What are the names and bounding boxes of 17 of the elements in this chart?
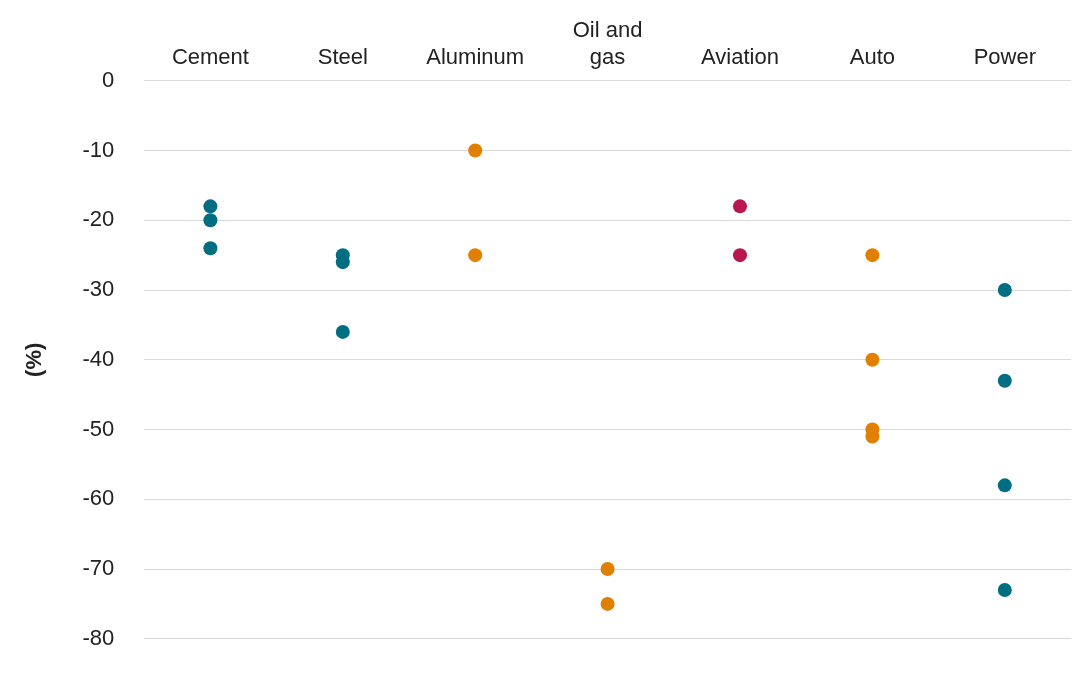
y-tick-label: -80 bbox=[82, 624, 115, 650]
y-tick-label: -30 bbox=[82, 276, 115, 302]
y-tick-label: -60 bbox=[82, 485, 115, 511]
x-tick-label: Oil and gas bbox=[572, 17, 643, 69]
x-tick-label: Auto bbox=[849, 43, 896, 69]
x-tick-label: Aviation bbox=[701, 43, 779, 69]
y-tick-label: -50 bbox=[82, 415, 115, 441]
y-tick-label: -20 bbox=[82, 206, 115, 232]
y-tick-label: -40 bbox=[82, 345, 115, 371]
y-axis-title: (%) bbox=[21, 342, 47, 377]
y-tick-label: -10 bbox=[82, 136, 115, 162]
x-tick-label: Cement bbox=[171, 43, 249, 69]
y-tick-label: -70 bbox=[82, 555, 115, 581]
x-tick-label: Steel bbox=[317, 43, 368, 69]
x-tick-label: Power bbox=[973, 43, 1036, 69]
x-tick-label: Aluminum bbox=[426, 43, 525, 69]
y-tick-label: 0 bbox=[101, 66, 115, 92]
